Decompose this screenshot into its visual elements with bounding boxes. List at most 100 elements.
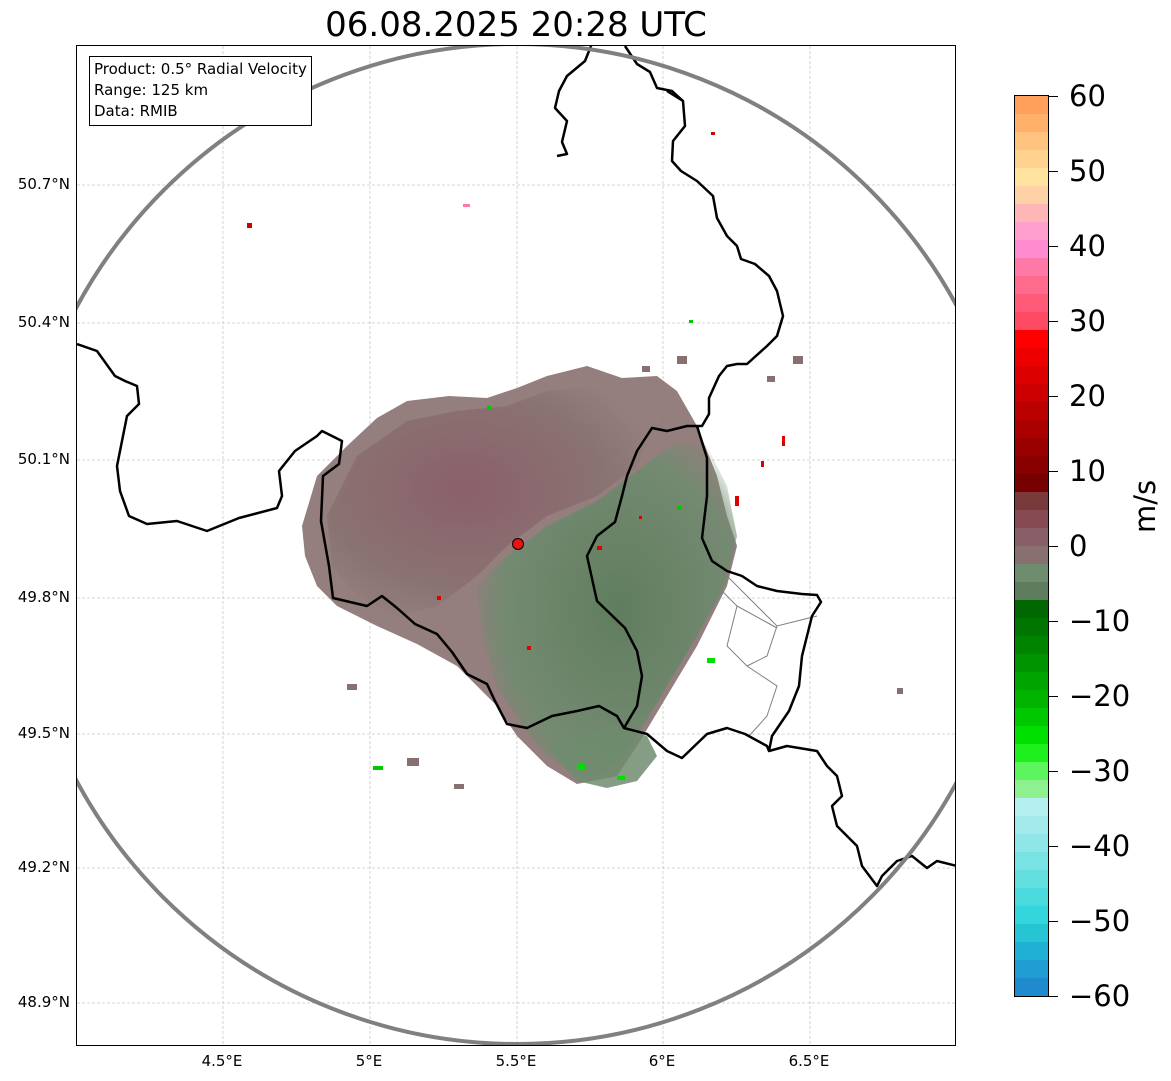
colorbar-segment (1015, 870, 1048, 889)
lat-tick-label: 50.4°N (17, 313, 70, 331)
colorbar-segment (1015, 888, 1048, 907)
colorbar-tick-label: 10 (1069, 454, 1106, 488)
colorbar-segment (1015, 294, 1048, 313)
colorbar-segment (1015, 510, 1048, 529)
lat-tick-label: 50.7°N (17, 175, 70, 193)
colorbar-segment (1015, 402, 1048, 421)
colorbar-segment (1015, 690, 1048, 709)
colorbar-segment (1015, 384, 1048, 403)
colorbar-segment (1015, 582, 1048, 601)
colorbar-segment (1015, 492, 1048, 511)
colorbar-segment (1015, 240, 1048, 259)
colorbar-segment (1015, 654, 1048, 673)
colorbar-segment (1015, 780, 1048, 799)
colorbar-tick-label: 0 (1069, 529, 1088, 563)
colorbar-segment (1015, 132, 1048, 151)
lon-tick-label: 4.5°E (201, 1052, 243, 1070)
colorbar-segment (1015, 420, 1048, 439)
colorbar-tick-label: −10 (1069, 604, 1131, 638)
lat-tick-label: 48.9°N (17, 993, 70, 1011)
colorbar-segment (1015, 276, 1048, 295)
colorbar-segment (1015, 186, 1048, 205)
colorbar-segment (1015, 816, 1048, 835)
colorbar-segment (1015, 96, 1048, 115)
colorbar-tick (1049, 320, 1058, 322)
colorbar-segment (1015, 636, 1048, 655)
colorbar-tick-label: 50 (1069, 154, 1106, 188)
radar-map[interactable] (76, 45, 956, 1046)
info-product: Product: 0.5° Radial Velocity (94, 60, 307, 78)
colorbar-segment (1015, 708, 1048, 727)
colorbar-segment (1015, 960, 1048, 979)
colorbar-segment (1015, 564, 1048, 583)
colorbar-segment (1015, 204, 1048, 223)
radar-site-marker (512, 538, 524, 550)
colorbar-segment (1015, 474, 1048, 493)
colorbar-tick (1049, 245, 1058, 247)
colorbar-tick-label: 40 (1069, 229, 1106, 263)
radar-map-canvas (77, 46, 955, 1045)
range-ring (77, 46, 955, 1045)
colorbar-segment (1015, 924, 1048, 943)
info-box: Product: 0.5° Radial Velocity Range: 125… (89, 56, 312, 126)
info-range: Range: 125 km (94, 81, 209, 99)
colorbar-segment (1015, 744, 1048, 763)
colorbar-unit-label: m/s (1128, 479, 1162, 533)
colorbar-tick-label: −30 (1069, 754, 1131, 788)
colorbar-segment (1015, 798, 1048, 817)
colorbar-segment (1015, 438, 1048, 457)
lat-tick-label: 49.8°N (17, 588, 70, 606)
lat-tick-label: 49.5°N (17, 724, 70, 742)
lon-tick-label: 5.5°E (495, 1052, 537, 1070)
colorbar-segment (1015, 546, 1048, 565)
colorbar-gradient (1015, 96, 1048, 996)
colorbar-tick (1049, 845, 1058, 847)
colorbar-segment (1015, 312, 1048, 331)
colorbar-tick (1049, 545, 1058, 547)
colorbar-tick (1049, 995, 1058, 997)
colorbar-segment (1015, 222, 1048, 241)
regional-borders (696, 515, 818, 737)
colorbar-segment (1015, 528, 1048, 547)
lon-tick-label: 6°E (648, 1052, 676, 1070)
colorbar-segment (1015, 672, 1048, 691)
colorbar-segment (1015, 456, 1048, 475)
colorbar-tick-label: 60 (1069, 79, 1106, 113)
colorbar-tick (1049, 620, 1058, 622)
lat-tick-label: 50.1°N (17, 450, 70, 468)
colorbar-tick-label: 30 (1069, 304, 1106, 338)
colorbar-segment (1015, 330, 1048, 349)
colorbar-tick (1049, 770, 1058, 772)
colorbar-segment (1015, 618, 1048, 637)
map-title: 06.08.2025 20:28 UTC (325, 5, 707, 45)
colorbar-tick-label: −60 (1069, 979, 1131, 1013)
lat-tick-label: 49.2°N (17, 858, 70, 876)
info-data-source: Data: RMIB (94, 102, 178, 120)
colorbar-tick (1049, 470, 1058, 472)
colorbar-segment (1015, 762, 1048, 781)
colorbar-segment (1015, 114, 1048, 133)
colorbar-tick (1049, 395, 1058, 397)
colorbar-tick (1049, 695, 1058, 697)
national-borders (77, 46, 955, 888)
colorbar-tick (1049, 170, 1058, 172)
colorbar-tick-label: 20 (1069, 379, 1106, 413)
colorbar-segment (1015, 852, 1048, 871)
colorbar-segment (1015, 906, 1048, 925)
colorbar-segment (1015, 978, 1048, 996)
colorbar-segment (1015, 834, 1048, 853)
colorbar-segment (1015, 150, 1048, 169)
colorbar-segment (1015, 942, 1048, 961)
colorbar-tick-label: −50 (1069, 904, 1131, 938)
colorbar-tick-label: −40 (1069, 829, 1131, 863)
velocity-echoes (247, 132, 903, 789)
colorbar (1014, 95, 1049, 997)
lon-tick-label: 6.5°E (788, 1052, 830, 1070)
colorbar-segment (1015, 366, 1048, 385)
lon-tick-label: 5°E (355, 1052, 383, 1070)
colorbar-segment (1015, 258, 1048, 277)
colorbar-segment (1015, 600, 1048, 619)
colorbar-tick (1049, 95, 1058, 97)
colorbar-segment (1015, 726, 1048, 745)
colorbar-tick (1049, 920, 1058, 922)
